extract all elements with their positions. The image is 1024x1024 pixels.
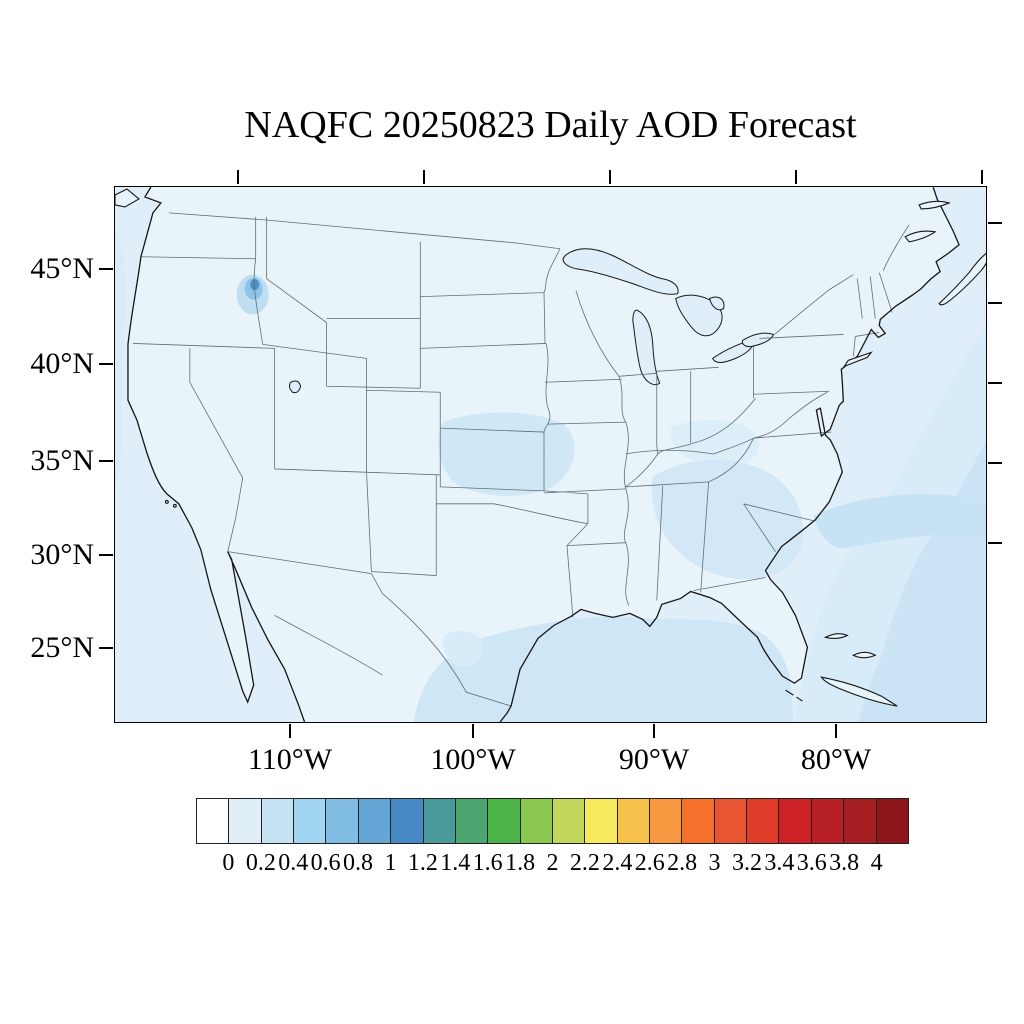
colorbar-tick-label: 0.4 xyxy=(278,850,309,876)
colorbar-cell xyxy=(520,799,553,843)
lon-tick-mark xyxy=(653,724,655,738)
right-tick-mark xyxy=(988,382,1002,384)
conus-aod-map xyxy=(115,187,986,722)
lat-axis-label: 25°N xyxy=(30,631,94,664)
colorbar-cell xyxy=(747,799,780,843)
colorbar-tick-label: 1.2 xyxy=(407,850,438,876)
colorbar-tick-label: 2.6 xyxy=(634,850,665,876)
lat-axis-label: 30°N xyxy=(30,538,94,571)
right-tick-mark xyxy=(988,222,1002,224)
great-lakes xyxy=(288,248,775,394)
top-tick-mark xyxy=(237,170,239,184)
lat-axis-label: 45°N xyxy=(30,252,94,285)
colorbar-cell xyxy=(876,799,908,843)
colorbar-tick-label: 3 xyxy=(708,850,721,876)
top-tick-mark xyxy=(981,170,983,184)
colorbar-cell xyxy=(585,799,618,843)
islands xyxy=(115,188,986,707)
colorbar-tick-label: 1.8 xyxy=(505,850,536,876)
colorbar-cell xyxy=(455,799,489,843)
state-borders xyxy=(132,212,910,707)
colorbar-cell xyxy=(811,799,845,843)
colorbar-cell xyxy=(844,799,877,843)
plot-title: NAQFC 20250823 Daily AOD Forecast xyxy=(244,104,857,146)
lon-tick-mark xyxy=(835,724,837,738)
right-tick-mark xyxy=(988,302,1002,304)
colorbar-tick-label: 2.4 xyxy=(602,850,633,876)
lon-axis-label: 100°W xyxy=(430,743,516,776)
colorbar-cell xyxy=(617,799,651,843)
colorbar-tick-label: 3.2 xyxy=(731,850,762,876)
colorbar-tick-label: 1 xyxy=(384,850,397,876)
colorbar-cell xyxy=(358,799,392,843)
colorbar-tick-label: 2.2 xyxy=(569,850,600,876)
colorbar-cell xyxy=(294,799,327,843)
aod-colorbar xyxy=(196,798,909,844)
colorbar-tick-label: 2 xyxy=(546,850,559,876)
colorbar-cell xyxy=(326,799,359,843)
aod-field-patches xyxy=(115,226,986,722)
lon-tick-mark xyxy=(472,724,474,738)
colorbar-cell xyxy=(229,799,262,843)
colorbar-tick-label: 0.6 xyxy=(310,850,341,876)
lon-tick-mark xyxy=(289,724,291,738)
top-tick-mark xyxy=(795,170,797,184)
colorbar-tick-label: 4 xyxy=(870,850,883,876)
colorbar-tick-label: 3.4 xyxy=(764,850,795,876)
colorbar-cell xyxy=(779,799,812,843)
lat-tick-mark xyxy=(99,554,113,556)
lon-axis-label: 110°W xyxy=(247,743,333,776)
colorbar-cell xyxy=(391,799,424,843)
colorbar-cell xyxy=(261,799,295,843)
colorbar-cell xyxy=(682,799,715,843)
lon-axis-label: 80°W xyxy=(800,743,872,776)
map-panel xyxy=(114,186,987,723)
colorbar-cell xyxy=(197,799,230,843)
lon-axis-label: 90°W xyxy=(618,743,690,776)
lat-axis-label: 35°N xyxy=(30,444,94,477)
lat-tick-mark xyxy=(99,268,113,270)
lat-tick-mark xyxy=(99,363,113,365)
coastline xyxy=(127,187,960,722)
top-tick-mark xyxy=(423,170,425,184)
right-tick-mark xyxy=(988,462,1002,464)
colorbar-tick-label: 1.6 xyxy=(472,850,503,876)
right-tick-mark xyxy=(988,542,1002,544)
colorbar-tick-label: 3.8 xyxy=(829,850,860,876)
colorbar-tick-label: 0.8 xyxy=(343,850,374,876)
colorbar-cell xyxy=(714,799,748,843)
lat-tick-mark xyxy=(99,647,113,649)
top-tick-mark xyxy=(609,170,611,184)
colorbar-tick-label: 3.6 xyxy=(796,850,827,876)
colorbar-tick-label: 0.2 xyxy=(245,850,276,876)
colorbar-cell xyxy=(552,799,586,843)
colorbar-tick-label: 2.8 xyxy=(667,850,698,876)
lat-tick-mark xyxy=(99,460,113,462)
lat-axis-label: 40°N xyxy=(30,347,94,380)
colorbar-tick-label: 1.4 xyxy=(440,850,471,876)
colorbar-tick-labels: 0 0.2 0.4 0.6 0.8 1 1.2 1.4 1.6 1.8 2 2.2 2.4 2.6 2.8 3… xyxy=(196,850,909,880)
colorbar-tick-label: 0 xyxy=(222,850,235,876)
colorbar-cell xyxy=(650,799,683,843)
colorbar-cell xyxy=(423,799,456,843)
colorbar-cell xyxy=(488,799,521,843)
